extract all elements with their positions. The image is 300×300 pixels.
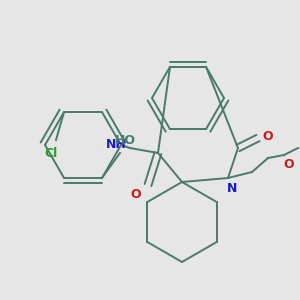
Text: O: O [263,130,273,142]
Text: Cl: Cl [44,147,58,160]
Text: O: O [284,158,294,172]
Text: NH: NH [106,139,126,152]
Text: HO: HO [115,134,136,147]
Text: N: N [227,182,237,196]
Text: O: O [131,188,141,202]
